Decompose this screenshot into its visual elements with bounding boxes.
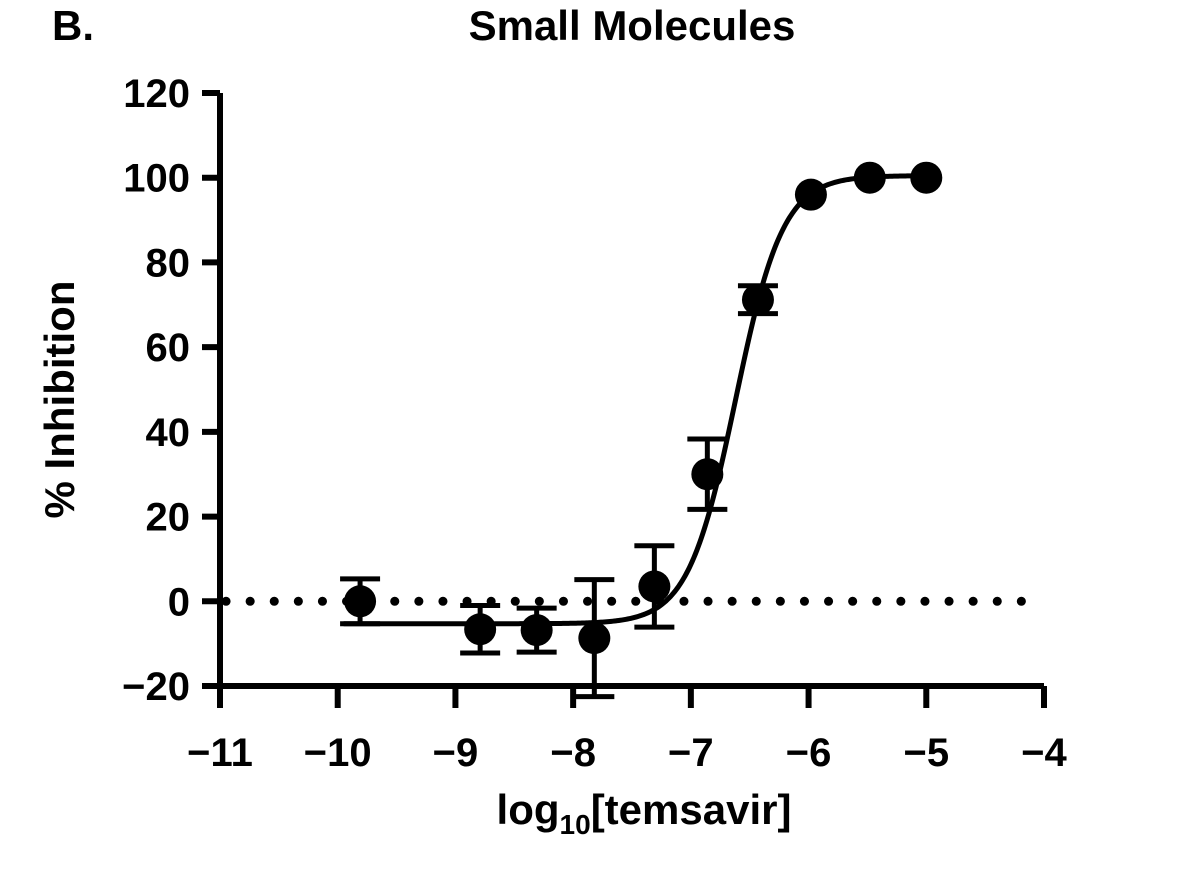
y-axis-title: % Inhibition bbox=[36, 281, 83, 519]
y-tick-label--20: −20 bbox=[122, 665, 190, 709]
x-tick-label--8: −8 bbox=[550, 731, 596, 775]
x-tick-label--10: −10 bbox=[304, 731, 372, 775]
data-point-2 bbox=[520, 614, 553, 647]
x-tick-label--11: −11 bbox=[187, 731, 253, 775]
data-point-3 bbox=[578, 622, 611, 655]
x-tick-label--5: −5 bbox=[903, 731, 949, 775]
y-tick-label-20: 20 bbox=[146, 496, 191, 540]
fit-curve bbox=[343, 173, 933, 627]
data-point-6 bbox=[741, 283, 774, 316]
data-point-8 bbox=[853, 161, 886, 194]
panel-label: B. bbox=[52, 2, 94, 49]
x-tick-label--4: −4 bbox=[1021, 731, 1067, 775]
data-point-1 bbox=[464, 613, 497, 646]
y-tick-label-120: 120 bbox=[123, 72, 190, 116]
x-tick-label--6: −6 bbox=[786, 731, 832, 775]
data-point-5 bbox=[691, 458, 724, 491]
x-axis-title: log10[temsavir] bbox=[497, 786, 792, 840]
data-point-4 bbox=[638, 570, 671, 603]
chart-title: Small Molecules bbox=[468, 2, 796, 49]
x-tick-label--7: −7 bbox=[668, 731, 714, 775]
x-tick-label--9: −9 bbox=[433, 731, 479, 775]
data-point-9 bbox=[910, 161, 943, 194]
y-tick-label-80: 80 bbox=[146, 241, 191, 285]
y-tick-label-0: 0 bbox=[168, 580, 190, 624]
y-tick-label-100: 100 bbox=[123, 157, 190, 201]
data-point-7 bbox=[794, 178, 827, 211]
y-tick-label-60: 60 bbox=[146, 326, 191, 370]
data-point-0 bbox=[344, 585, 377, 618]
y-tick-label-40: 40 bbox=[146, 411, 191, 455]
